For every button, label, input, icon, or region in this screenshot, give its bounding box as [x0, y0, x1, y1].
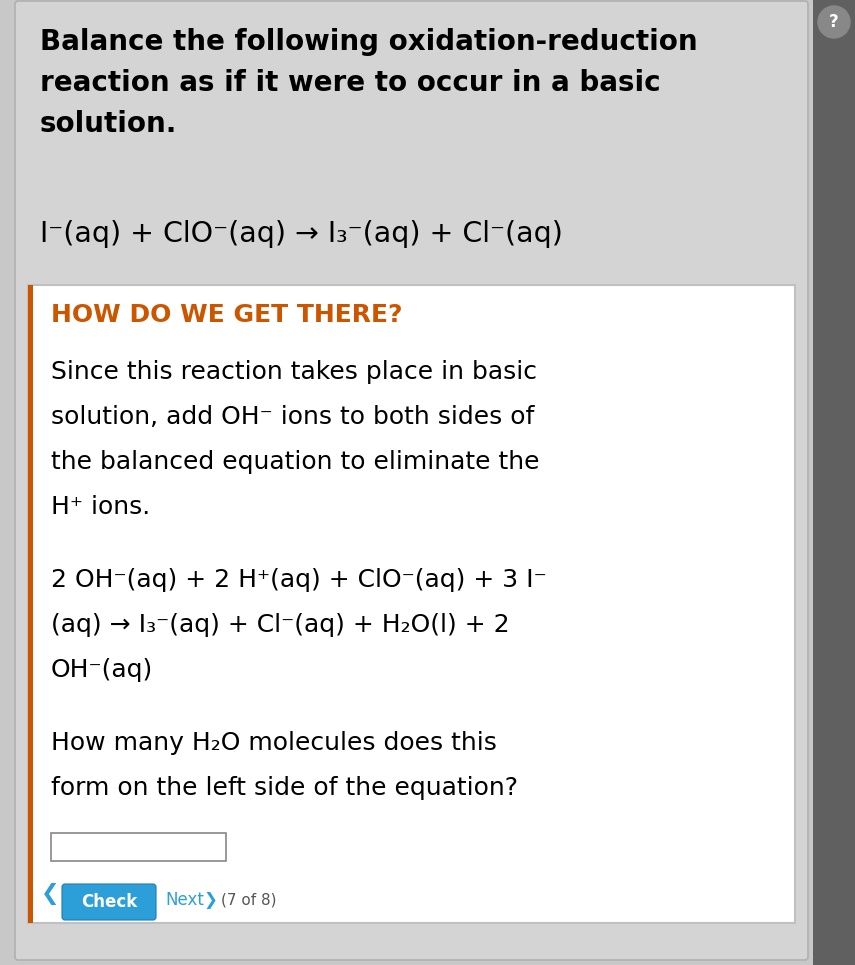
- Text: solution, add OH⁻ ions to both sides of: solution, add OH⁻ ions to both sides of: [51, 405, 534, 429]
- Text: Balance the following oxidation-reduction
reaction as if it were to occur in a b: Balance the following oxidation-reductio…: [40, 28, 698, 138]
- Text: HOW DO WE GET THERE?: HOW DO WE GET THERE?: [51, 303, 403, 327]
- FancyBboxPatch shape: [62, 884, 156, 920]
- Text: H⁺ ions.: H⁺ ions.: [51, 495, 150, 519]
- Bar: [51, 833, 226, 861]
- Bar: [28, 285, 795, 923]
- Text: Next: Next: [165, 891, 203, 909]
- Text: ?: ?: [829, 13, 839, 31]
- Text: 2 OH⁻(aq) + 2 H⁺(aq) + ClO⁻(aq) + 3 I⁻: 2 OH⁻(aq) + 2 H⁺(aq) + ClO⁻(aq) + 3 I⁻: [51, 568, 546, 592]
- Bar: [813, 0, 855, 965]
- Text: Check: Check: [81, 893, 137, 911]
- Text: How many H₂O molecules does this: How many H₂O molecules does this: [51, 731, 497, 755]
- Bar: [28, 285, 33, 923]
- Text: form on the left side of the equation?: form on the left side of the equation?: [51, 776, 518, 800]
- Text: I⁻(aq) + ClO⁻(aq) → I₃⁻(aq) + Cl⁻(aq): I⁻(aq) + ClO⁻(aq) → I₃⁻(aq) + Cl⁻(aq): [40, 220, 563, 248]
- Text: the balanced equation to eliminate the: the balanced equation to eliminate the: [51, 450, 540, 474]
- Text: (7 of 8): (7 of 8): [221, 893, 276, 907]
- Text: OH⁻(aq): OH⁻(aq): [51, 658, 153, 682]
- Text: (aq) → I₃⁻(aq) + Cl⁻(aq) + H₂O(l) + 2: (aq) → I₃⁻(aq) + Cl⁻(aq) + H₂O(l) + 2: [51, 613, 510, 637]
- Circle shape: [818, 6, 850, 38]
- Text: ❮: ❮: [41, 883, 60, 905]
- Text: ❯: ❯: [203, 891, 217, 909]
- FancyBboxPatch shape: [15, 1, 808, 960]
- Text: Since this reaction takes place in basic: Since this reaction takes place in basic: [51, 360, 537, 384]
